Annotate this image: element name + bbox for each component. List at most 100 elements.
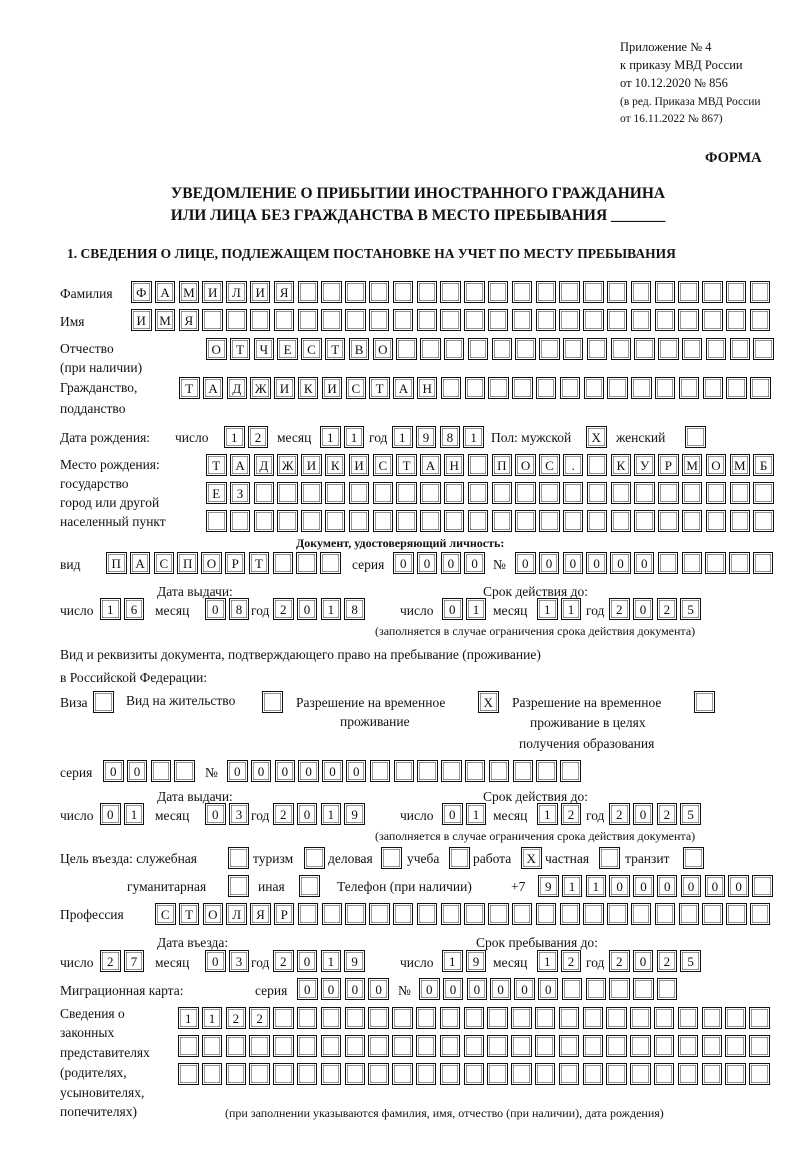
char-cell[interactable] (277, 510, 298, 532)
char-cell[interactable] (372, 482, 394, 504)
char-cell[interactable]: 5 (680, 598, 701, 620)
char-cell[interactable] (321, 309, 342, 331)
char-cell[interactable] (417, 760, 438, 782)
char-cell[interactable]: Т (248, 552, 270, 574)
char-cell[interactable] (396, 510, 417, 532)
purpose-work-checkbox[interactable]: X (521, 847, 545, 869)
char-cell[interactable] (606, 309, 628, 331)
char-cell[interactable]: О (515, 454, 536, 476)
char-cell[interactable] (559, 309, 580, 331)
char-cell[interactable] (678, 903, 700, 925)
char-cell[interactable]: И (131, 309, 152, 331)
char-cell[interactable] (467, 510, 489, 532)
char-cell[interactable] (369, 760, 391, 782)
char-cell[interactable] (677, 1035, 699, 1057)
char-cell[interactable] (440, 377, 462, 399)
char-cell[interactable]: 2 (609, 803, 630, 825)
char-cell[interactable]: 1 (465, 803, 487, 825)
char-cell[interactable] (464, 281, 485, 303)
char-cell[interactable]: 9 (538, 875, 559, 897)
char-cell[interactable]: 0 (320, 978, 342, 1000)
char-cell[interactable] (392, 903, 414, 925)
char-cell[interactable] (320, 552, 341, 574)
char-cell[interactable]: 5 (680, 803, 701, 825)
char-cell[interactable] (249, 309, 271, 331)
char-cell[interactable] (560, 760, 581, 782)
char-cell[interactable]: 2 (273, 598, 294, 620)
char-cell[interactable] (253, 482, 275, 504)
char-cell[interactable] (511, 281, 533, 303)
char-cell[interactable]: 1 (320, 426, 341, 448)
char-cell[interactable]: Ж (250, 377, 271, 399)
char-cell[interactable]: 2 (656, 950, 678, 972)
char-cell[interactable] (441, 760, 462, 782)
char-cell[interactable] (467, 338, 489, 360)
visa-checkbox[interactable] (93, 691, 117, 713)
char-cell[interactable] (558, 1007, 580, 1029)
char-cell[interactable] (320, 1063, 342, 1085)
char-cell[interactable]: 0 (322, 760, 343, 782)
char-cell[interactable] (320, 1035, 342, 1057)
char-cell[interactable]: 2 (247, 426, 269, 448)
char-cell[interactable]: С (155, 903, 176, 925)
char-cell[interactable] (372, 510, 394, 532)
char-cell[interactable] (583, 281, 604, 303)
char-cell[interactable]: 0 (368, 978, 389, 1000)
char-cell[interactable]: 0 (419, 978, 440, 1000)
char-cell[interactable] (368, 281, 390, 303)
char-cell[interactable] (729, 338, 751, 360)
char-cell[interactable]: 0 (344, 978, 366, 1000)
char-cell[interactable] (582, 1063, 604, 1085)
char-cell[interactable] (463, 1063, 485, 1085)
char-cell[interactable] (439, 1035, 461, 1057)
char-cell[interactable]: 0 (442, 598, 463, 620)
sex-male-checkbox[interactable]: X (586, 426, 610, 448)
char-cell[interactable] (369, 903, 390, 925)
char-cell[interactable]: X (478, 691, 499, 713)
char-cell[interactable]: М (729, 454, 751, 476)
char-cell[interactable] (705, 338, 727, 360)
char-cell[interactable] (416, 309, 438, 331)
char-cell[interactable]: А (202, 377, 224, 399)
char-cell[interactable] (296, 552, 317, 574)
char-cell[interactable] (729, 552, 750, 574)
char-cell[interactable]: 1 (392, 426, 413, 448)
char-cell[interactable] (677, 1063, 699, 1085)
char-cell[interactable]: 0 (632, 803, 654, 825)
char-cell[interactable] (535, 309, 557, 331)
char-cell[interactable]: 1 (100, 598, 121, 620)
sex-female-checkbox[interactable] (685, 426, 709, 448)
char-cell[interactable]: О (201, 552, 222, 574)
char-cell[interactable] (559, 377, 581, 399)
char-cell[interactable] (439, 1063, 461, 1085)
char-cell[interactable] (225, 1063, 247, 1085)
char-cell[interactable] (681, 552, 703, 574)
char-cell[interactable] (487, 1035, 508, 1057)
char-cell[interactable]: 1 (463, 426, 484, 448)
char-cell[interactable] (511, 1007, 532, 1029)
char-cell[interactable] (749, 903, 771, 925)
char-cell[interactable] (225, 1035, 247, 1057)
char-cell[interactable] (705, 510, 727, 532)
char-cell[interactable]: 0 (296, 950, 318, 972)
char-cell[interactable]: Н (443, 454, 465, 476)
char-cell[interactable] (630, 1035, 651, 1057)
char-cell[interactable]: 0 (274, 760, 296, 782)
char-cell[interactable] (464, 760, 486, 782)
char-cell[interactable] (705, 482, 727, 504)
char-cell[interactable]: Л (226, 903, 247, 925)
char-cell[interactable] (368, 1035, 389, 1057)
char-cell[interactable] (634, 338, 655, 360)
char-cell[interactable]: 1 (465, 598, 487, 620)
char-cell[interactable] (415, 1035, 437, 1057)
char-cell[interactable]: 0 (227, 760, 248, 782)
char-cell[interactable] (654, 309, 676, 331)
char-cell[interactable]: В (348, 338, 370, 360)
